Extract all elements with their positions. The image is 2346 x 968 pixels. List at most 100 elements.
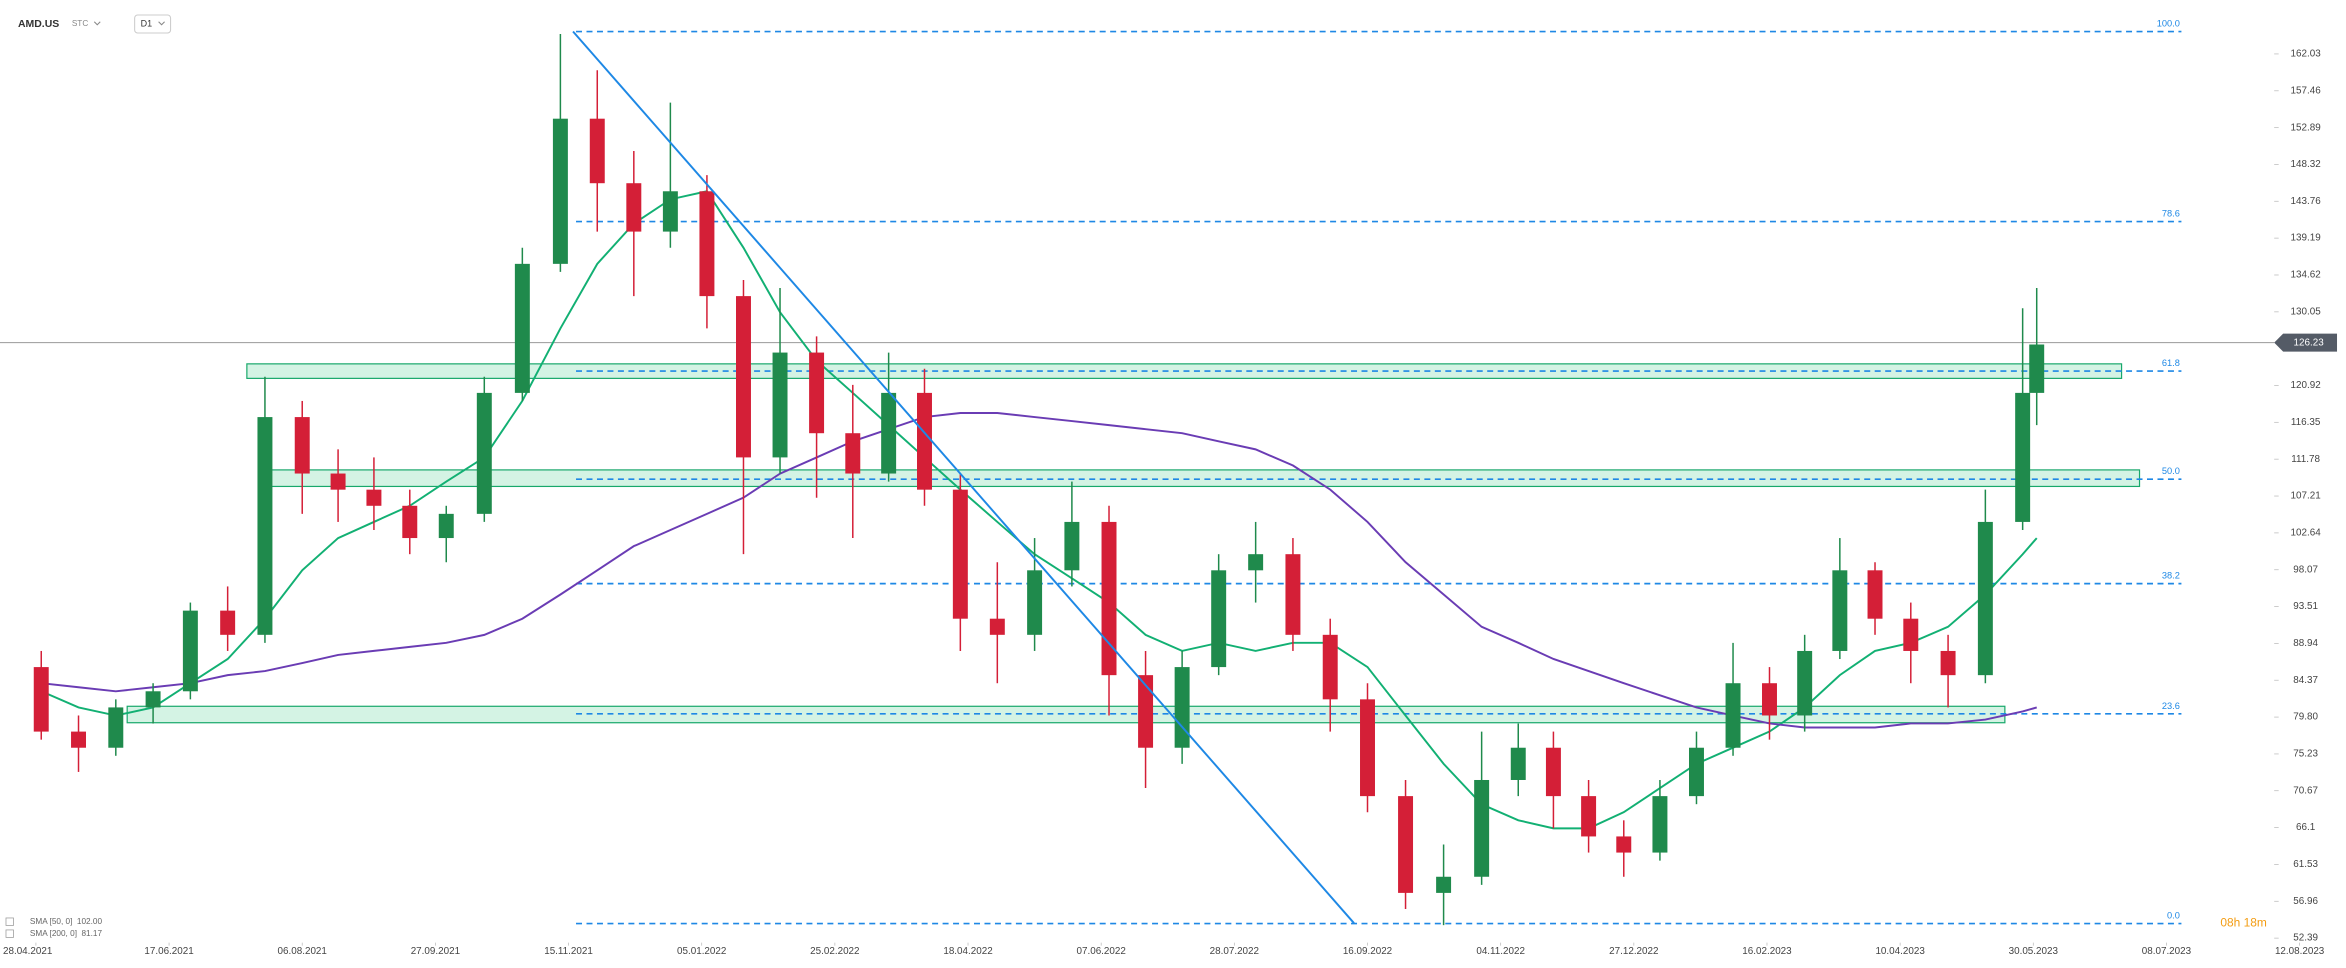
candle bbox=[2029, 288, 2045, 426]
interval[interactable]: D1 bbox=[141, 18, 152, 28]
candle-body bbox=[662, 191, 678, 232]
candle-body bbox=[1510, 747, 1526, 780]
fib-label: 0.0 bbox=[2167, 911, 2180, 921]
candle-body bbox=[1652, 796, 1668, 853]
candle-body bbox=[330, 473, 346, 490]
y-tick-label: 56.96 bbox=[2293, 896, 2318, 907]
candle-body bbox=[402, 505, 418, 539]
y-tick-label: 98.07 bbox=[2293, 564, 2318, 575]
candle-body bbox=[438, 513, 454, 539]
fib-label: 50.0 bbox=[2162, 466, 2180, 476]
price-tag-label: 126.23 bbox=[2294, 337, 2325, 348]
candle bbox=[662, 102, 678, 248]
y-tick-label: 61.53 bbox=[2293, 859, 2318, 870]
candle-body bbox=[1940, 650, 1956, 676]
countdown: 08h 18m bbox=[2220, 915, 2267, 929]
candle bbox=[476, 376, 492, 522]
candle bbox=[989, 562, 1005, 684]
candle bbox=[1474, 731, 1490, 885]
candle-body bbox=[1064, 521, 1080, 571]
candle-body bbox=[1977, 521, 1993, 676]
x-tick-label: 16.09.2022 bbox=[1343, 946, 1392, 957]
candle-body bbox=[1797, 650, 1813, 716]
candle bbox=[1689, 731, 1704, 805]
y-tick-label: 162.03 bbox=[2291, 49, 2322, 60]
candle bbox=[71, 715, 87, 772]
candle bbox=[366, 457, 382, 530]
y-tick-label: 88.94 bbox=[2293, 638, 2318, 649]
candle bbox=[917, 368, 932, 506]
candle-body bbox=[1474, 779, 1490, 877]
candle-body bbox=[1903, 618, 1919, 651]
candle bbox=[1211, 554, 1227, 676]
candle-body bbox=[1762, 683, 1777, 716]
market[interactable]: STC bbox=[72, 19, 89, 28]
candle bbox=[1832, 538, 1848, 660]
candle bbox=[845, 384, 861, 539]
y-tick-label: 70.67 bbox=[2293, 785, 2318, 796]
x-tick-label: 17.06.2021 bbox=[144, 946, 193, 957]
candle bbox=[881, 352, 897, 482]
y-tick-label: 102.64 bbox=[2291, 527, 2322, 538]
fib-label: 23.6 bbox=[2162, 701, 2180, 711]
candle-body bbox=[589, 118, 605, 184]
candle-body bbox=[257, 417, 273, 635]
fib-label: 38.2 bbox=[2162, 571, 2180, 581]
candle-body bbox=[1101, 521, 1117, 676]
symbol: AMD.US bbox=[18, 19, 59, 30]
x-tick-label: 30.05.2023 bbox=[2009, 946, 2059, 957]
fib-label: 78.6 bbox=[2162, 208, 2180, 218]
candle bbox=[438, 505, 454, 563]
candle bbox=[552, 34, 568, 272]
y-tick-label: 134.62 bbox=[2291, 270, 2321, 281]
candle-body bbox=[699, 191, 715, 297]
candle-body bbox=[2015, 392, 2031, 522]
candle bbox=[330, 449, 346, 522]
dropdown-icon bbox=[158, 21, 165, 26]
legend-icon bbox=[5, 929, 14, 938]
y-tick-label: 66.1 bbox=[2296, 822, 2315, 833]
candle bbox=[1903, 602, 1919, 684]
candle-body bbox=[626, 183, 642, 232]
interval-select[interactable] bbox=[134, 14, 172, 34]
y-tick-label: 84.37 bbox=[2293, 675, 2318, 686]
candle-body bbox=[1360, 699, 1375, 797]
candle bbox=[182, 602, 198, 700]
candle-body bbox=[1248, 554, 1264, 571]
candle-body bbox=[220, 610, 236, 635]
candle bbox=[2015, 308, 2031, 530]
candle bbox=[33, 650, 49, 740]
trend-line bbox=[572, 30, 1355, 924]
y-tick-label: 107.21 bbox=[2291, 491, 2321, 502]
legend-icon bbox=[5, 917, 14, 926]
layers: 162.03 157.46 152.89 148.32 143.76 139.19 134.… bbox=[0, 19, 2338, 957]
candle bbox=[1616, 820, 1632, 877]
candle bbox=[1248, 521, 1264, 603]
y-tick-label: 143.76 bbox=[2291, 196, 2322, 207]
candle-body bbox=[1725, 683, 1741, 748]
x-tick-label: 27.09.2021 bbox=[411, 946, 460, 957]
legend-label: SMA [50, 0] bbox=[30, 917, 73, 926]
candle bbox=[1360, 683, 1375, 813]
candle bbox=[699, 175, 715, 329]
candle bbox=[1285, 538, 1301, 651]
candle bbox=[736, 279, 751, 555]
y-tick-label: 139.19 bbox=[2291, 233, 2322, 244]
x-tick-label: 05.01.2022 bbox=[677, 946, 726, 957]
candle-body bbox=[881, 392, 897, 474]
x-tick-label: 08.07.2023 bbox=[2142, 946, 2192, 957]
x-tick-label: 16.02.2023 bbox=[1742, 946, 1792, 957]
candle-body bbox=[809, 352, 825, 434]
candle bbox=[402, 489, 418, 555]
candle-body bbox=[1616, 836, 1632, 853]
candle-body bbox=[772, 352, 788, 458]
y-tick-label: 93.51 bbox=[2293, 601, 2318, 612]
x-tick-label: 27.12.2022 bbox=[1609, 946, 1658, 957]
y-tick-label: 75.23 bbox=[2293, 749, 2318, 760]
candle bbox=[952, 473, 968, 651]
candle bbox=[809, 336, 825, 498]
candle-body bbox=[1689, 747, 1704, 797]
candle bbox=[1652, 779, 1668, 861]
